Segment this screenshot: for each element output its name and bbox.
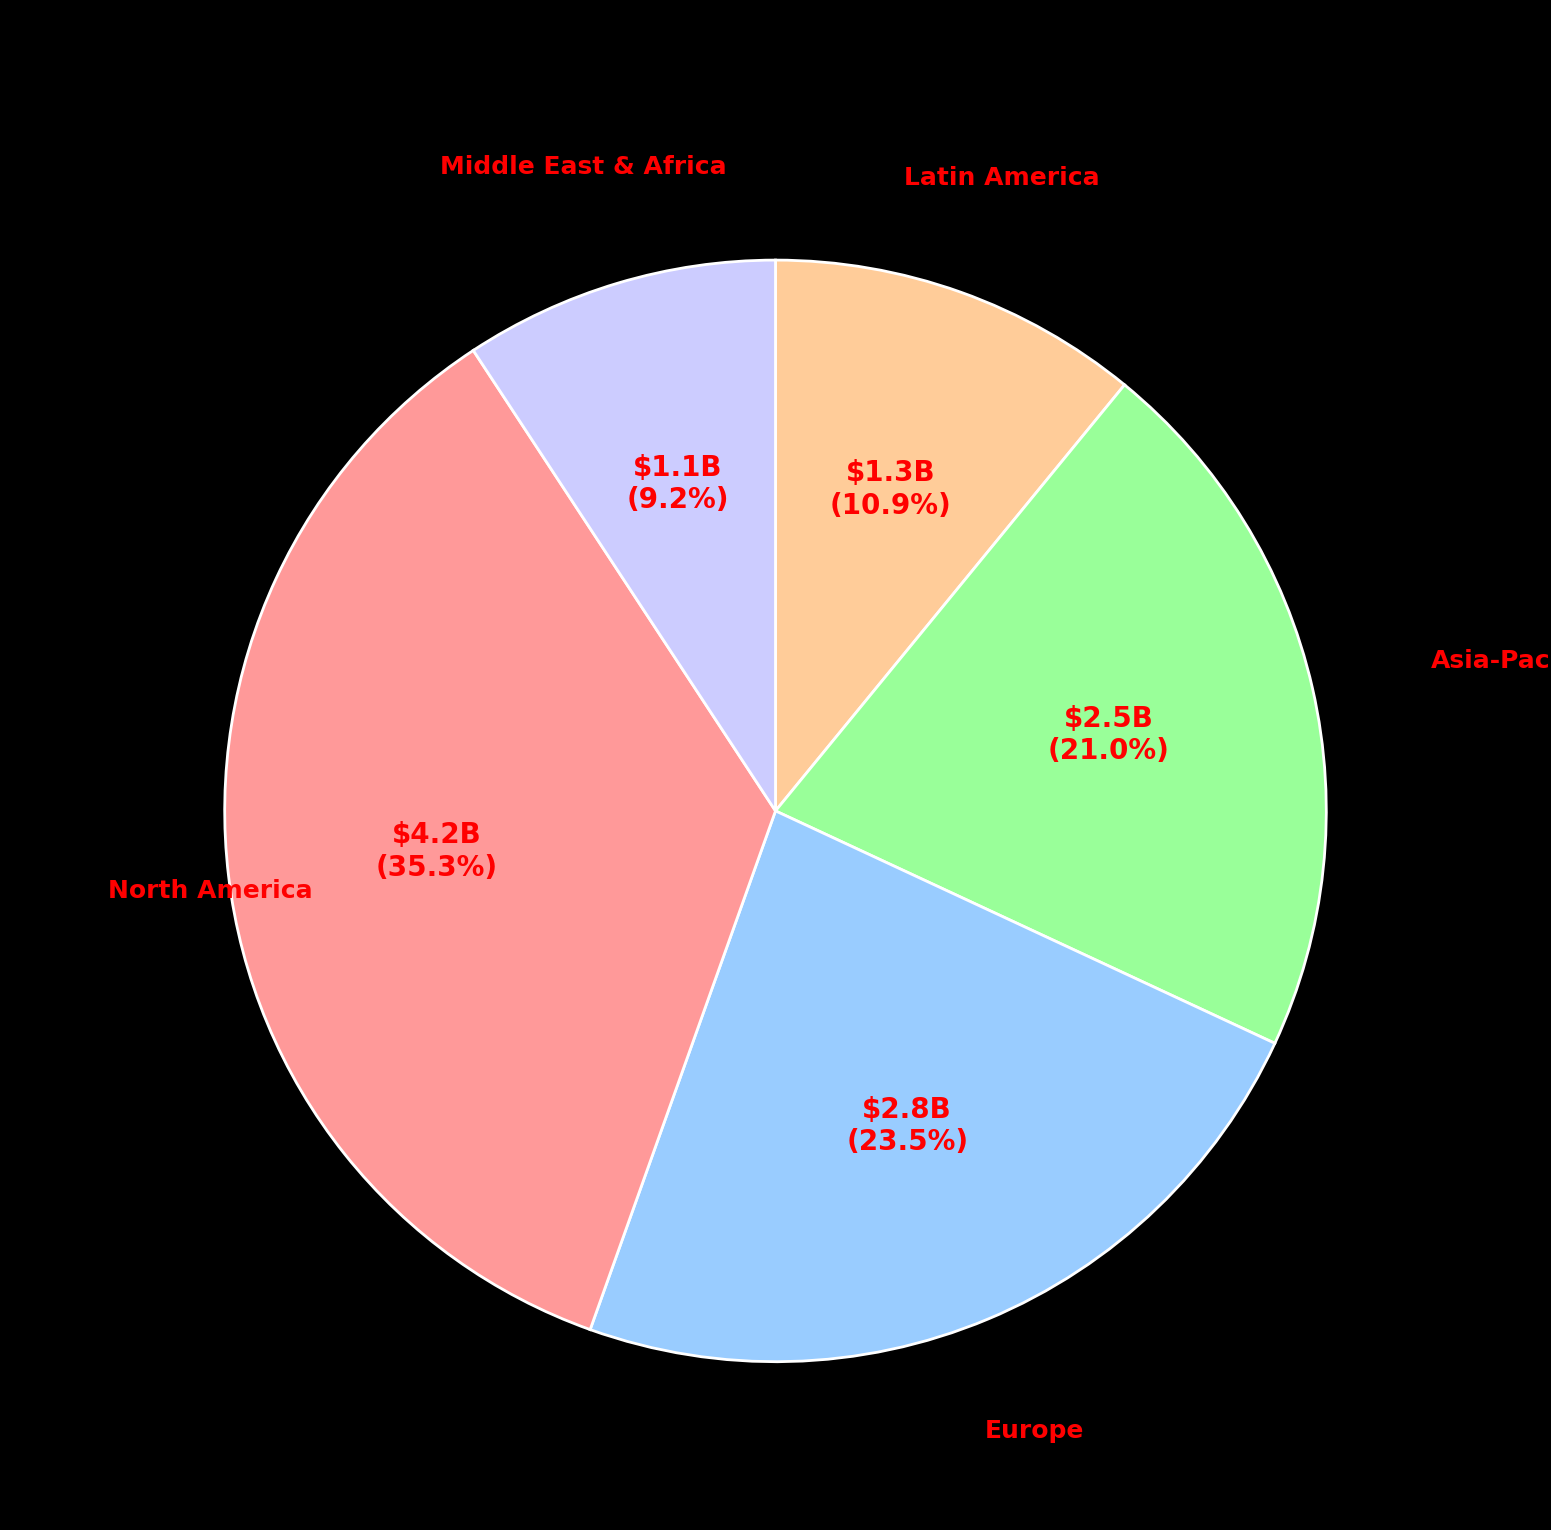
- Text: Asia-Pacific: Asia-Pacific: [1430, 649, 1551, 673]
- Text: $1.3B
(10.9%): $1.3B (10.9%): [830, 459, 951, 520]
- Text: Europe: Europe: [985, 1418, 1084, 1443]
- Wedge shape: [473, 260, 776, 811]
- Text: $2.8B
(23.5%): $2.8B (23.5%): [847, 1095, 968, 1157]
- Wedge shape: [776, 386, 1326, 1043]
- Text: Latin America: Latin America: [904, 167, 1100, 190]
- Text: North America: North America: [109, 878, 313, 903]
- Wedge shape: [589, 811, 1275, 1362]
- Text: $4.2B
(35.3%): $4.2B (35.3%): [375, 822, 498, 881]
- Text: Middle East & Africa: Middle East & Africa: [440, 155, 726, 179]
- Text: $2.5B
(21.0%): $2.5B (21.0%): [1047, 705, 1169, 765]
- Wedge shape: [225, 350, 776, 1330]
- Text: $1.1B
(9.2%): $1.1B (9.2%): [627, 453, 729, 514]
- Wedge shape: [776, 260, 1124, 811]
